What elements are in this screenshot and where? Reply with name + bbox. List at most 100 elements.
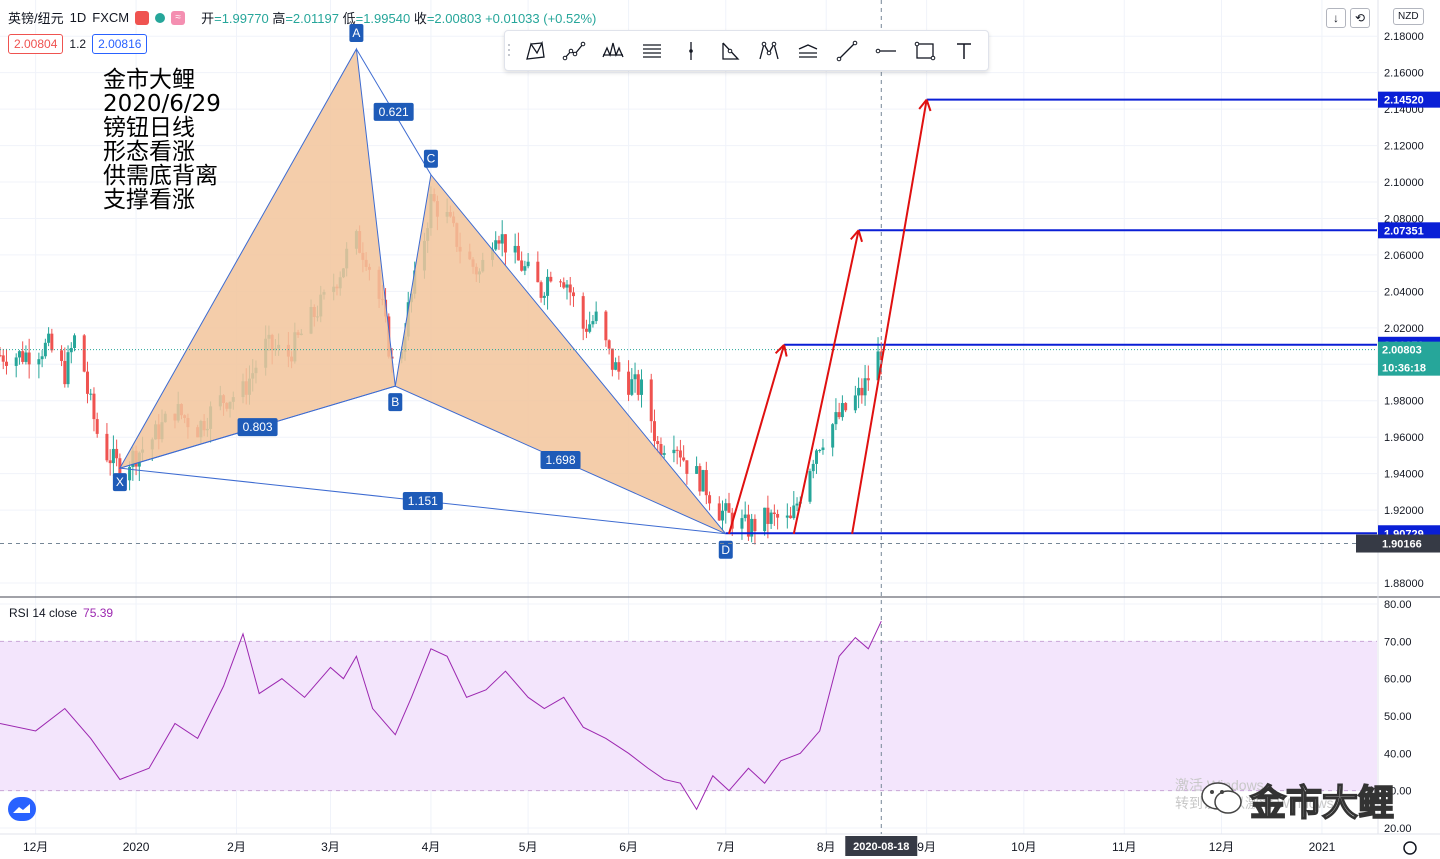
note-line: 供需底背离 [103, 163, 218, 189]
flag-icon[interactable] [135, 10, 150, 25]
price-tick-label: 2.06000 [1384, 250, 1424, 262]
candle-body [63, 360, 67, 385]
rsi-tick-label: 40.00 [1384, 748, 1412, 760]
long-position-icon[interactable] [788, 31, 827, 70]
candle-body [763, 507, 767, 532]
price-tick-label: 1.94000 [1384, 469, 1424, 481]
time-tick-label: 8月 [817, 840, 836, 854]
candle-body [82, 335, 86, 372]
candle-body [853, 395, 857, 411]
price-tick-label: 1.88000 [1384, 578, 1424, 590]
scroll-down-button[interactable]: ↓ [1326, 8, 1346, 28]
arrow-head [774, 344, 785, 354]
symbol-name[interactable]: 英镑/纽元 [8, 11, 64, 26]
time-tick-label: 3月 [321, 840, 340, 854]
candle-body [47, 333, 51, 343]
candle-body [95, 419, 99, 434]
candle-body [724, 503, 728, 511]
pattern-point-badge [718, 540, 733, 559]
rectangle-icon[interactable] [905, 31, 944, 70]
crosshair-price-tag [1356, 534, 1440, 553]
time-tick-label: 4月 [422, 840, 441, 854]
candle-body [649, 379, 653, 422]
drag-handle[interactable] [505, 31, 515, 70]
sell-button[interactable]: 2.00804 [8, 34, 64, 54]
candle-body [753, 518, 757, 532]
three-drives-icon[interactable] [710, 31, 749, 70]
time-tick-label: 11月 [1112, 840, 1136, 854]
annotation-note[interactable]: 金市大鲤 2020/6/29 镑钮日线 形态看涨 供需底背离 支撑看涨 [103, 68, 221, 212]
vertical-line-icon[interactable] [671, 31, 710, 70]
note-line: 形态看涨 [103, 139, 195, 165]
candle-body [857, 387, 861, 396]
candle-body [743, 514, 747, 519]
ratio-label: 0.621 [379, 105, 409, 119]
candle-body [630, 379, 634, 395]
time-tick-label: 12月 [23, 840, 48, 854]
candle-body [118, 458, 122, 481]
low-label: 低 [342, 11, 356, 26]
rsi-legend[interactable]: RSI 14 close 75.39 [9, 606, 113, 620]
candle-body [60, 350, 64, 361]
countdown-text: 10:36:18 [1382, 363, 1426, 375]
reset-chart-button[interactable]: ⟲ [1350, 8, 1370, 28]
pattern-point-badge [112, 473, 127, 492]
time-tick-label: 7月 [716, 840, 735, 854]
currency-badge[interactable]: NZD [1393, 8, 1424, 25]
pattern-point-label: X [116, 475, 124, 489]
candle-body [682, 457, 686, 461]
head-shoulders-icon[interactable] [593, 31, 632, 70]
pattern-point-label: D [721, 543, 730, 557]
rsi-tick-label: 50.00 [1384, 711, 1412, 723]
text-icon[interactable] [944, 31, 983, 70]
compare-icon[interactable]: ≈ [171, 10, 186, 25]
candle-body [604, 311, 608, 341]
candle-body [808, 471, 812, 502]
candle-body [821, 447, 825, 450]
rsi-tick-label: 80.00 [1384, 599, 1412, 611]
candle-body [17, 351, 21, 358]
candle-body [89, 393, 93, 395]
candle-body [66, 352, 70, 385]
candle-body [591, 321, 595, 325]
candle-body [539, 282, 543, 298]
candle-body [785, 515, 789, 518]
spread: 1.2 [69, 37, 87, 51]
target-arrow [851, 99, 928, 534]
candle-body [536, 261, 540, 283]
candle-body [685, 460, 689, 474]
ratio-badge [373, 102, 414, 121]
cypher-pattern-icon[interactable] [554, 31, 593, 70]
candle-body [128, 466, 132, 481]
rsi-line [0, 620, 882, 811]
candle-body [594, 311, 598, 322]
ohlc-values: 开=1.99770 高=2.01197 低=1.99540 收=2.00803 … [201, 8, 596, 27]
time-tick-label: 2020 [123, 840, 150, 854]
tradingview-logo[interactable] [8, 797, 36, 821]
price-tick-label: 2.18000 [1384, 31, 1424, 43]
rsi-tick-label: 70.00 [1384, 636, 1412, 648]
candle-body [565, 284, 569, 288]
rsi-value: 75.39 [83, 606, 114, 620]
candle-body [568, 284, 572, 293]
settings-gear-icon[interactable] [1403, 841, 1417, 855]
candle-body [640, 379, 644, 395]
abcd-icon[interactable] [632, 31, 671, 70]
exchange: FXCM [92, 10, 130, 25]
candle-body [4, 361, 8, 366]
arrow-head [783, 344, 788, 357]
time-tick-label: 5月 [519, 840, 538, 854]
xabcd-pattern-icon[interactable] [515, 31, 554, 70]
candle-body [497, 240, 501, 244]
candle-body [50, 333, 54, 351]
buy-button[interactable]: 2.00816 [92, 34, 148, 54]
pattern-triangle-bcd [394, 173, 727, 535]
candle-body [792, 505, 796, 519]
elliott-wave-icon[interactable] [749, 31, 788, 70]
current-price-text: 2.00803 [1382, 345, 1422, 357]
interval[interactable]: 1D [69, 10, 87, 25]
horizontal-ray-icon[interactable] [866, 31, 905, 70]
ratio-badge [540, 450, 581, 469]
trend-line-icon[interactable] [827, 31, 866, 70]
